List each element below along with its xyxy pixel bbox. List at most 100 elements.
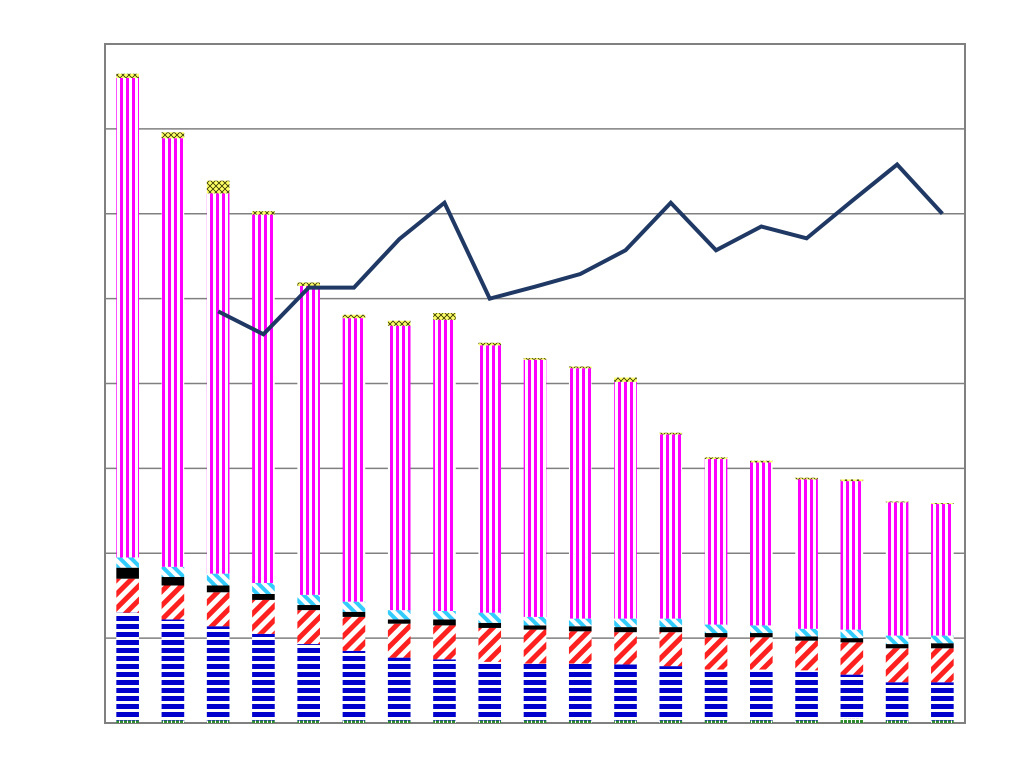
bar-red-3 bbox=[206, 592, 230, 627]
bar-blue-1 bbox=[116, 612, 139, 721]
bar-black-12 bbox=[614, 627, 637, 633]
bar-red-16 bbox=[795, 640, 818, 671]
bar-black-2 bbox=[161, 577, 185, 586]
bar-blue-13 bbox=[659, 666, 683, 721]
bar-magenta-3 bbox=[206, 193, 230, 574]
bar-black-19 bbox=[931, 643, 954, 649]
bar-red-1 bbox=[116, 578, 139, 613]
bar-black-18 bbox=[885, 644, 909, 649]
bar-green-11 bbox=[568, 720, 592, 723]
bar-yellow-12 bbox=[614, 377, 637, 382]
bar-magenta-13 bbox=[659, 434, 683, 619]
bar-magenta-14 bbox=[704, 459, 728, 625]
bar-red-4 bbox=[252, 599, 275, 634]
bar-green-1 bbox=[116, 720, 139, 723]
bar-yellow-16 bbox=[795, 477, 818, 480]
bars bbox=[116, 73, 954, 723]
bar-black-15 bbox=[750, 633, 773, 638]
bar-magenta-18 bbox=[885, 502, 909, 636]
bar-yellow-2 bbox=[161, 132, 185, 139]
bar-red-13 bbox=[659, 632, 683, 667]
bar-cyan-19 bbox=[931, 635, 954, 644]
bar-cyan-18 bbox=[885, 635, 909, 645]
bar-green-15 bbox=[750, 720, 773, 723]
bar-red-8 bbox=[433, 625, 456, 660]
bar-magenta-10 bbox=[523, 359, 547, 617]
bar-blue-18 bbox=[885, 682, 909, 721]
bar-blue-5 bbox=[297, 644, 320, 721]
bar-green-2 bbox=[161, 720, 185, 723]
bar-cyan-7 bbox=[387, 610, 411, 620]
bar-cyan-6 bbox=[342, 601, 366, 612]
bar-blue-3 bbox=[206, 626, 230, 721]
bar-yellow-10 bbox=[523, 358, 547, 360]
bar-blue-6 bbox=[342, 650, 366, 721]
bar-yellow-9 bbox=[478, 342, 502, 346]
bar-cyan-2 bbox=[161, 566, 185, 578]
bar-black-10 bbox=[523, 625, 547, 630]
bar-blue-2 bbox=[161, 619, 185, 721]
gridlines bbox=[105, 128, 965, 639]
bar-yellow-7 bbox=[387, 320, 411, 326]
bar-green-10 bbox=[523, 720, 547, 723]
bar-green-13 bbox=[659, 720, 683, 723]
bar-red-11 bbox=[568, 631, 592, 664]
bar-red-6 bbox=[342, 616, 366, 651]
bar-cyan-12 bbox=[614, 618, 637, 628]
bar-blue-17 bbox=[840, 674, 864, 719]
bar-red-5 bbox=[297, 610, 320, 645]
bar-green-8 bbox=[433, 720, 456, 723]
bar-green-4 bbox=[252, 720, 275, 723]
bar-cyan-10 bbox=[523, 616, 547, 626]
bar-magenta-5 bbox=[297, 285, 320, 595]
bar-red-9 bbox=[478, 627, 502, 662]
bar-magenta-4 bbox=[252, 214, 275, 583]
bar-cyan-16 bbox=[795, 628, 818, 637]
bar-black-4 bbox=[252, 593, 275, 600]
bar-red-7 bbox=[387, 623, 411, 658]
bar-blue-19 bbox=[931, 682, 954, 721]
bar-blue-12 bbox=[614, 664, 637, 721]
bar-blue-9 bbox=[478, 661, 502, 721]
bar-green-14 bbox=[704, 720, 728, 723]
trend-line bbox=[217, 161, 944, 337]
bar-blue-15 bbox=[750, 669, 773, 721]
bar-magenta-12 bbox=[614, 381, 637, 619]
bar-black-13 bbox=[659, 627, 683, 633]
bar-black-14 bbox=[704, 633, 728, 638]
bar-black-3 bbox=[206, 585, 230, 593]
bar-magenta-16 bbox=[795, 479, 818, 629]
bar-magenta-15 bbox=[750, 462, 773, 626]
bar-magenta-9 bbox=[478, 345, 502, 613]
bar-magenta-2 bbox=[161, 138, 185, 567]
bar-blue-11 bbox=[568, 663, 592, 721]
bar-blue-14 bbox=[704, 669, 728, 721]
bar-black-6 bbox=[342, 611, 366, 617]
bar-green-5 bbox=[297, 720, 320, 723]
bar-yellow-13 bbox=[659, 432, 683, 435]
bar-yellow-19 bbox=[931, 503, 954, 505]
bar-green-19 bbox=[931, 720, 954, 723]
bar-blue-7 bbox=[387, 657, 411, 721]
bar-cyan-3 bbox=[206, 573, 230, 586]
bar-black-1 bbox=[116, 567, 139, 579]
bar-red-12 bbox=[614, 632, 637, 665]
bar-cyan-9 bbox=[478, 612, 502, 623]
bar-blue-16 bbox=[795, 670, 818, 721]
bar-green-16 bbox=[795, 720, 818, 723]
bar-yellow-6 bbox=[342, 314, 366, 319]
bar-red-18 bbox=[885, 648, 909, 683]
bar-green-6 bbox=[342, 720, 366, 723]
bar-yellow-18 bbox=[885, 501, 909, 503]
bar-yellow-15 bbox=[750, 460, 773, 463]
bar-blue-4 bbox=[252, 633, 275, 721]
bar-cyan-15 bbox=[750, 625, 773, 634]
bar-blue-8 bbox=[433, 659, 456, 721]
bar-black-17 bbox=[840, 638, 864, 643]
bar-red-10 bbox=[523, 629, 547, 664]
bar-green-18 bbox=[885, 720, 909, 723]
bar-green-3 bbox=[206, 720, 230, 723]
bar-black-7 bbox=[387, 619, 411, 624]
bar-magenta-11 bbox=[568, 368, 592, 619]
bar-magenta-19 bbox=[931, 504, 954, 636]
